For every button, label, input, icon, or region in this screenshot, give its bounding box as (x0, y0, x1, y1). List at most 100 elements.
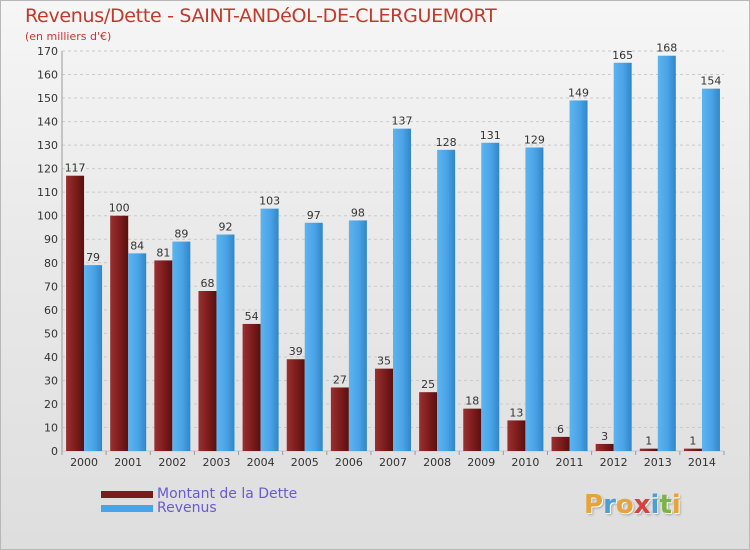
y-tick-labels: 0 10 20 30 40 50 60 70 80 90 100 110 120 130 140 150 160… (37, 45, 58, 458)
data-label-debt: 25 (421, 378, 435, 391)
legend-label-revenue: Revenus (157, 500, 217, 516)
legend-swatch-debt (101, 490, 153, 498)
y-tick-label: 100 (37, 210, 58, 223)
y-tick-label: 160 (37, 69, 58, 82)
bar-revenue (216, 234, 235, 451)
y-tick-label: 30 (44, 374, 58, 387)
chart-title: Revenus/Dette - SAINT-ANDéOL-DE-CLERGUEM… (25, 5, 497, 27)
y-tick-label: 60 (44, 304, 58, 317)
y-tick-label: 80 (44, 257, 58, 270)
data-label-debt: 3 (601, 430, 608, 443)
data-label-debt: 1 (689, 435, 696, 448)
logo-letter: r (603, 490, 616, 520)
data-label-revenue: 89 (174, 228, 188, 241)
x-tick-label: 2005 (291, 456, 319, 469)
y-tick-label: 70 (44, 280, 58, 293)
data-label-revenue: 131 (480, 129, 501, 142)
y-tick-label: 140 (37, 116, 58, 129)
proxiti-logo: Proxiti (584, 490, 681, 520)
data-label-debt: 68 (200, 277, 214, 290)
data-label-revenue: 92 (218, 221, 232, 234)
x-tick-label: 2001 (114, 456, 142, 469)
data-label-revenue: 103 (259, 195, 280, 208)
data-label-revenue: 137 (392, 115, 413, 128)
data-label-debt: 18 (465, 395, 479, 408)
data-label-debt: 117 (65, 162, 86, 175)
logo-letter: o (615, 490, 634, 520)
bar-revenue (569, 100, 588, 451)
data-label-debt: 13 (509, 406, 523, 419)
x-tick-label: 2004 (247, 456, 275, 469)
y-tick-label: 170 (37, 45, 58, 58)
legend-swatch-revenue (101, 504, 153, 512)
y-tick-label: 90 (44, 233, 58, 246)
y-tick-label: 0 (51, 445, 58, 458)
legend-label-debt: Montant de la Dette (157, 486, 298, 502)
data-label-debt: 6 (557, 423, 564, 436)
data-label-revenue: 79 (86, 251, 100, 264)
data-label-debt: 35 (377, 355, 391, 368)
data-label-revenue: 97 (307, 209, 321, 222)
legend: Montant de la Dette Revenus (101, 487, 297, 515)
y-tick-label: 20 (44, 398, 58, 411)
bar-debt (154, 260, 173, 451)
bar-debt (198, 291, 217, 451)
y-tick-label: 150 (37, 92, 58, 105)
x-tick-label: 2008 (423, 456, 451, 469)
x-tick-label: 2014 (688, 456, 716, 469)
legend-item-debt: Montant de la Dette (101, 487, 297, 501)
bar-debt (595, 443, 614, 451)
y-tick-label: 120 (37, 163, 58, 176)
data-label-revenue: 154 (700, 75, 721, 88)
bar-revenue (128, 253, 147, 451)
bar-debt (375, 368, 393, 451)
bar-revenue (657, 55, 676, 452)
data-label-debt: 39 (289, 345, 303, 358)
bar-revenue (260, 208, 279, 451)
chart-subtitle: (en milliers d'€) (25, 30, 112, 43)
bar-revenue (701, 88, 720, 451)
y-tick-label: 50 (44, 327, 58, 340)
x-tick-label: 2010 (511, 456, 539, 469)
logo-letter: i (671, 490, 681, 520)
data-label-revenue: 128 (436, 136, 457, 149)
bar-revenue (84, 265, 103, 451)
y-tick-label: 110 (37, 186, 58, 199)
data-label-debt: 100 (109, 202, 130, 215)
logo-letter: i (650, 490, 660, 520)
x-tick-label: 2012 (600, 456, 628, 469)
bar-revenue (437, 149, 456, 451)
data-label-debt: 27 (333, 373, 347, 386)
bar-revenue (613, 62, 632, 451)
x-tick-label: 2009 (467, 456, 495, 469)
bar-revenue (172, 241, 191, 451)
bar-debt (286, 359, 305, 451)
bar-debt (330, 387, 349, 451)
x-tick-label: 2013 (644, 456, 672, 469)
y-tick-label: 10 (44, 421, 58, 434)
bar-debt (66, 175, 85, 452)
x-tick-label: 2000 (70, 456, 98, 469)
x-tick-label: 2006 (335, 456, 363, 469)
data-label-revenue: 149 (568, 86, 589, 99)
x-tick-labels: 2000 2001 2002 2003 2004 2005 2006 2007 2008 2009… (70, 456, 716, 469)
bar-revenue (481, 142, 500, 451)
logo-letter: x (633, 490, 651, 520)
bars (66, 55, 720, 452)
data-label-revenue: 84 (130, 239, 144, 252)
x-tick-label: 2011 (556, 456, 584, 469)
x-tick-label: 2002 (158, 456, 186, 469)
y-tick-label: 40 (44, 351, 58, 364)
bar-debt (639, 448, 658, 451)
bar-debt (683, 448, 702, 451)
bar-debt (507, 420, 526, 451)
legend-item-revenue: Revenus (101, 501, 297, 515)
bar-revenue (393, 128, 411, 451)
logo-letter: P (584, 490, 604, 520)
data-label-debt: 81 (156, 246, 170, 259)
data-label-revenue: 98 (351, 206, 365, 219)
bar-debt (463, 408, 482, 451)
bar-debt (551, 436, 570, 451)
